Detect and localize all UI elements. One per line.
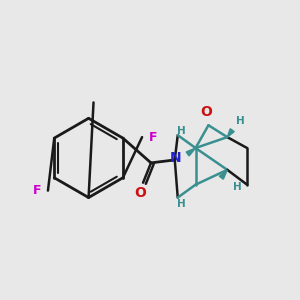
Text: N: N <box>170 151 182 165</box>
Polygon shape <box>219 170 227 179</box>
Text: H: H <box>177 199 186 208</box>
Text: H: H <box>236 116 245 126</box>
Polygon shape <box>227 129 234 137</box>
Text: O: O <box>200 105 212 119</box>
Text: H: H <box>177 126 186 136</box>
Text: O: O <box>134 186 146 200</box>
Text: F: F <box>32 184 41 197</box>
Polygon shape <box>186 148 196 156</box>
Text: H: H <box>233 182 242 192</box>
Text: F: F <box>149 130 158 144</box>
